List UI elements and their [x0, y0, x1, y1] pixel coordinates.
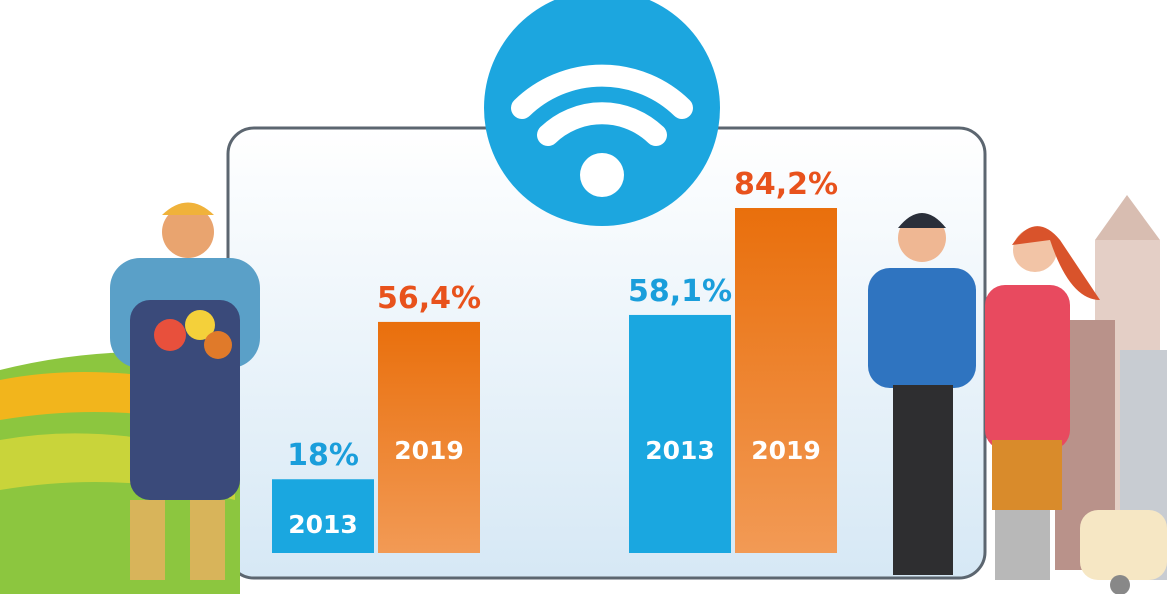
bar-chart: 18% 2013 58,1% 2013 56,4% 2019 84,2% 2019: [272, 167, 838, 553]
value-label: 18%: [287, 438, 359, 473]
wifi-icon: [484, 0, 720, 226]
bar: [735, 208, 837, 553]
year-label: 2019: [751, 436, 821, 465]
year-label: 2019: [394, 436, 464, 465]
city-decor: [1055, 195, 1167, 595]
people-figure: [868, 213, 1100, 580]
bar: [629, 314, 731, 553]
value-label: 58,1%: [628, 274, 732, 309]
bar: [378, 321, 480, 553]
bar: [272, 479, 374, 553]
year-label: 2013: [288, 510, 358, 539]
year-label: 2013: [645, 436, 715, 465]
value-label: 84,2%: [734, 167, 838, 202]
value-label: 56,4%: [377, 281, 481, 316]
farmer-figure: [110, 202, 260, 580]
